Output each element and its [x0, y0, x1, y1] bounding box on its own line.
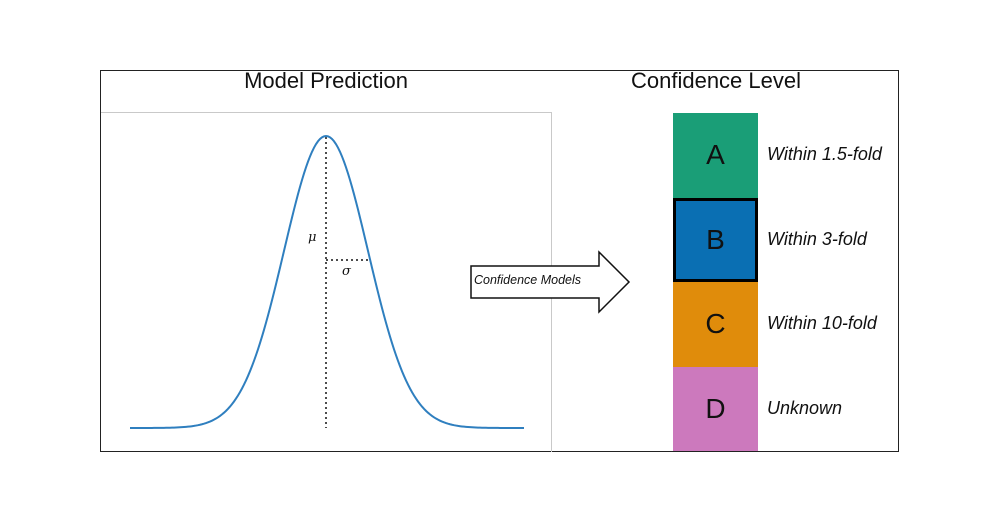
arrow-label: Confidence Models: [474, 273, 582, 287]
sigma-label: σ: [342, 264, 352, 279]
level-description-b: Within 3-fold: [767, 228, 867, 249]
level-description-d: Unknown: [767, 397, 843, 418]
confidence-models-arrow: [470, 250, 631, 314]
figure-frame: [100, 70, 899, 452]
level-box-a: A: [673, 113, 758, 198]
level-box-b: B: [673, 197, 758, 282]
model-prediction-title: Model Prediction: [244, 68, 408, 93]
mu-label: μ: [308, 230, 316, 245]
level-description-c: Within 10-fold: [767, 313, 877, 334]
level-box-c: C: [673, 282, 758, 367]
gaussian-curve: [130, 134, 525, 429]
level-description-a: Within 1.5-fold: [767, 144, 882, 165]
level-box-d: D: [673, 366, 758, 451]
confidence-level-title: Confidence Level: [630, 68, 801, 93]
